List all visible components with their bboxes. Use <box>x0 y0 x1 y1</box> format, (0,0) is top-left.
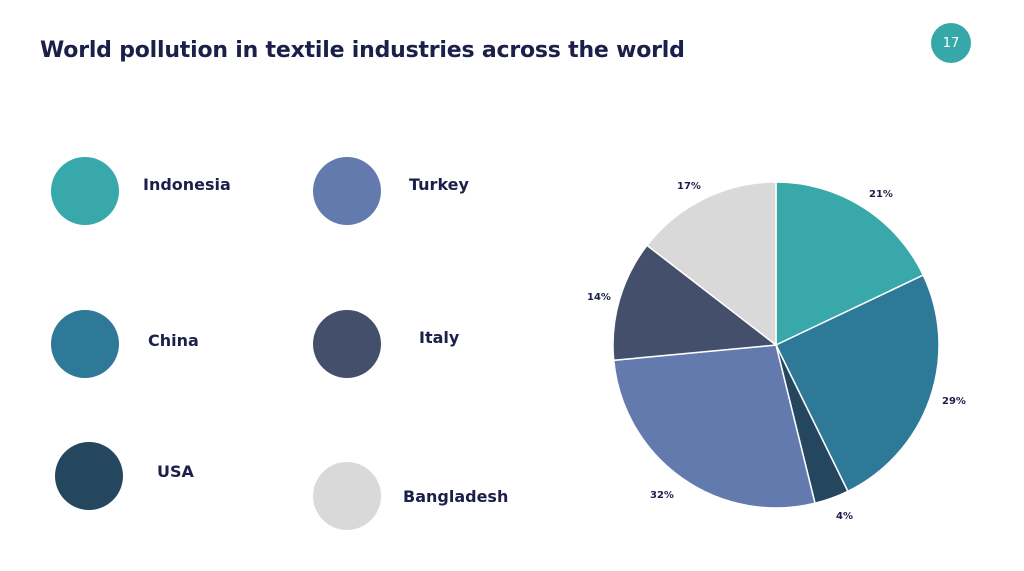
legend-swatch-turkey <box>313 157 381 225</box>
slice-label-china: 29% <box>942 396 966 407</box>
legend-label-bangladesh: Bangladesh <box>403 487 509 506</box>
page-number-badge: 17 <box>931 23 971 63</box>
slice-label-italy: 14% <box>587 292 611 303</box>
page-title: World pollution in textile industries ac… <box>40 38 685 63</box>
slice-label-bangladesh: 17% <box>677 181 701 192</box>
pie-slices <box>612 181 940 509</box>
legend-label-indonesia: Indonesia <box>143 175 231 194</box>
legend-swatch-usa <box>55 442 123 510</box>
legend-swatch-bangladesh <box>313 462 381 530</box>
legend-label-italy: Italy <box>419 328 460 347</box>
pie-slice-turkey <box>612 344 816 509</box>
pie-slice-china <box>774 274 940 493</box>
pie-chart: 21% 29% 4% 32% 14% 17% <box>587 181 966 522</box>
slice-label-indonesia: 21% <box>869 189 893 200</box>
legend-label-china: China <box>148 331 199 350</box>
pie-slice-italy <box>612 244 778 362</box>
pie-slice-indonesia <box>775 181 925 347</box>
legend-swatch-italy <box>313 310 381 378</box>
pie-slice-bangladesh <box>645 181 777 347</box>
legend-label-usa: USA <box>157 462 194 481</box>
legend-swatch-china <box>51 310 119 378</box>
slice-label-usa: 4% <box>836 511 853 522</box>
slice-label-turkey: 32% <box>650 490 674 501</box>
legend-swatch-indonesia <box>51 157 119 225</box>
legend-label-turkey: Turkey <box>409 175 469 194</box>
